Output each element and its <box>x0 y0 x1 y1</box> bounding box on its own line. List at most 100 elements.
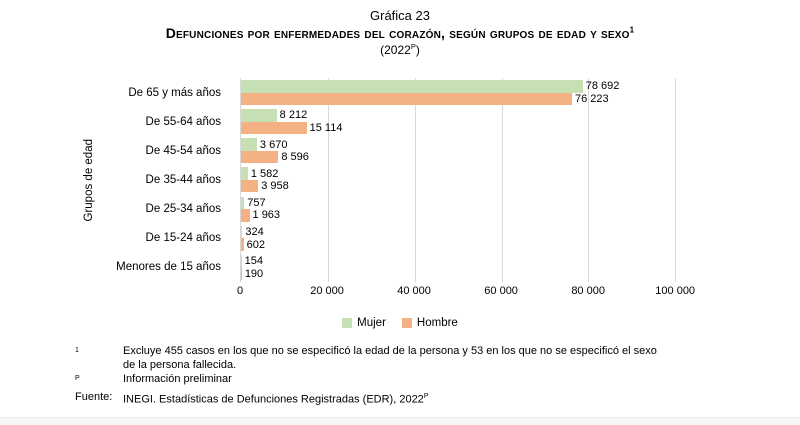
footnote-text: Excluye 455 casos en los que no se espec… <box>123 345 657 371</box>
bar-mujer <box>241 80 583 93</box>
chart-title-text: Defunciones por enfermedades del corazón… <box>165 25 630 41</box>
bar-value-label: 154 <box>244 255 264 268</box>
legend-swatch-mujer <box>342 318 353 328</box>
bar-line-hombre: 76 223 <box>241 92 710 106</box>
gridline <box>414 78 416 282</box>
gridline <box>501 78 503 282</box>
x-tick-label: 0 <box>236 285 244 297</box>
bar-hombre <box>241 238 244 251</box>
plot-area: 78 692 76 223 8 212 15 114 3 670 8 596 1 582 3 … <box>240 78 710 282</box>
bar-value-label: 78 692 <box>585 80 620 93</box>
bar-line-mujer: 1 582 <box>241 167 710 180</box>
category-label: De 35-44 años <box>145 173 221 186</box>
x-tick-label: 40 000 <box>397 285 431 297</box>
bar-mujer <box>241 138 257 151</box>
bar-mujer <box>241 254 242 268</box>
bar-hombre <box>241 179 259 193</box>
bar-mujer <box>241 225 243 239</box>
category-label: De 45-54 años <box>145 144 221 157</box>
footnotes: 1 Excluye 455 casos en los que no se espe… <box>75 344 755 406</box>
bar-group: 3 670 8 596 <box>241 136 710 165</box>
x-axis-ticks: 0 20 000 40 000 60 000 80 000 100 000 <box>236 285 710 299</box>
bar-hombre <box>241 121 307 135</box>
legend-item-hombre: Hombre <box>401 317 458 329</box>
page-bottom-edge <box>0 417 800 425</box>
footnote-marker: 1 <box>75 347 79 354</box>
x-tick-label: 80 000 <box>571 285 605 297</box>
subtitle-year: (2022 <box>380 43 411 57</box>
gridline <box>675 78 677 282</box>
bar-group: 324 602 <box>241 224 710 253</box>
bar-value-label: 3 958 <box>261 180 289 193</box>
bar-value-label: 8 596 <box>281 151 309 164</box>
bar-hombre <box>241 209 250 222</box>
chart-subtitle: (2022P) <box>0 42 800 57</box>
source-row: Fuente: INEGI. Estadísticas de Defuncion… <box>75 390 755 407</box>
category-label: De 15-24 años <box>145 232 221 245</box>
gridline <box>588 78 590 282</box>
footnote-row: P Información preliminar <box>75 372 755 389</box>
x-tick-label: 20 000 <box>310 285 344 297</box>
source-text-body: INEGI. Estadísticas de Defunciones Regis… <box>123 393 424 406</box>
gridline <box>327 78 329 282</box>
footnote-marker: P <box>75 375 80 382</box>
bar-value-label: 757 <box>247 196 266 209</box>
bar-group: 757 1 963 <box>241 195 710 224</box>
legend-label: Mujer <box>357 317 386 329</box>
bar-value-label: 15 114 <box>309 121 343 134</box>
bar-group: 1 582 3 958 <box>241 165 710 194</box>
category-label: De 65 y más años <box>128 86 221 99</box>
bar-hombre <box>241 92 572 106</box>
footnote-row: 1 Excluye 455 casos en los que no se espe… <box>75 344 755 372</box>
bar-value-label: 3 670 <box>259 138 288 151</box>
bar-value-label: 190 <box>244 267 264 280</box>
bar-line-hombre: 602 <box>241 238 710 251</box>
x-tick-label: 100 000 <box>655 285 696 297</box>
bar-hombre <box>241 150 279 164</box>
bar-mujer <box>241 109 277 122</box>
category-axis: De 65 y más años De 55-64 años De 45-54 añ… <box>0 78 230 282</box>
source-label: Fuente: <box>75 390 113 403</box>
subtitle-close: ) <box>415 43 420 57</box>
x-tick-label: 60 000 <box>484 285 518 297</box>
bar-value-label: 324 <box>245 226 264 239</box>
chart-number: Gráfica 23 <box>370 8 430 23</box>
legend-item-mujer: Mujer <box>342 317 386 329</box>
legend-swatch-hombre <box>401 318 412 328</box>
bar-group: 78 692 76 223 <box>241 78 710 107</box>
footnote-text: Información preliminar <box>123 373 232 385</box>
bar-value-label: 602 <box>246 238 265 251</box>
source-text: INEGI. Estadísticas de Defunciones Regis… <box>123 390 428 407</box>
bar-line-hombre: 190 <box>241 267 710 280</box>
bar-value-label: 76 223 <box>575 92 609 105</box>
bar-line-mujer: 757 <box>241 196 710 210</box>
bar-value-label: 1 582 <box>250 167 279 180</box>
bar-mujer <box>241 167 248 180</box>
legend-label: Hombre <box>416 317 458 329</box>
bar-line-mujer: 78 692 <box>241 80 710 93</box>
bar-line-mujer: 3 670 <box>241 138 710 151</box>
bar-line-mujer: 154 <box>241 254 710 268</box>
subtitle-superscript: P <box>410 42 416 51</box>
bar-value-label: 8 212 <box>279 109 308 122</box>
chart-title: Defunciones por enfermedades del corazón… <box>0 25 800 41</box>
bar-line-hombre: 15 114 <box>241 121 710 135</box>
bar-group: 154 190 <box>241 253 710 282</box>
bar-line-mujer: 324 <box>241 225 710 239</box>
bar-line-hombre: 8 596 <box>241 150 710 164</box>
category-label: Menores de 15 años <box>116 261 221 274</box>
bar-line-hombre: 1 963 <box>241 209 710 222</box>
category-label: De 55-64 años <box>145 115 221 128</box>
chart-header: Gráfica 23 Defunciones por enfermedades … <box>0 8 800 57</box>
bar-group: 8 212 15 114 <box>241 107 710 136</box>
source-superscript: P <box>423 392 429 400</box>
bar-line-hombre: 3 958 <box>241 179 710 193</box>
title-footnote-marker: 1 <box>629 25 635 35</box>
bar-line-mujer: 8 212 <box>241 109 710 122</box>
bar-value-label: 1 963 <box>252 209 281 222</box>
category-label: De 25-34 años <box>145 203 221 216</box>
bar-hombre <box>241 267 242 280</box>
legend: Mujer Hombre <box>0 317 800 329</box>
bar-rows: 78 692 76 223 8 212 15 114 3 670 8 596 1 582 3 … <box>241 78 710 282</box>
